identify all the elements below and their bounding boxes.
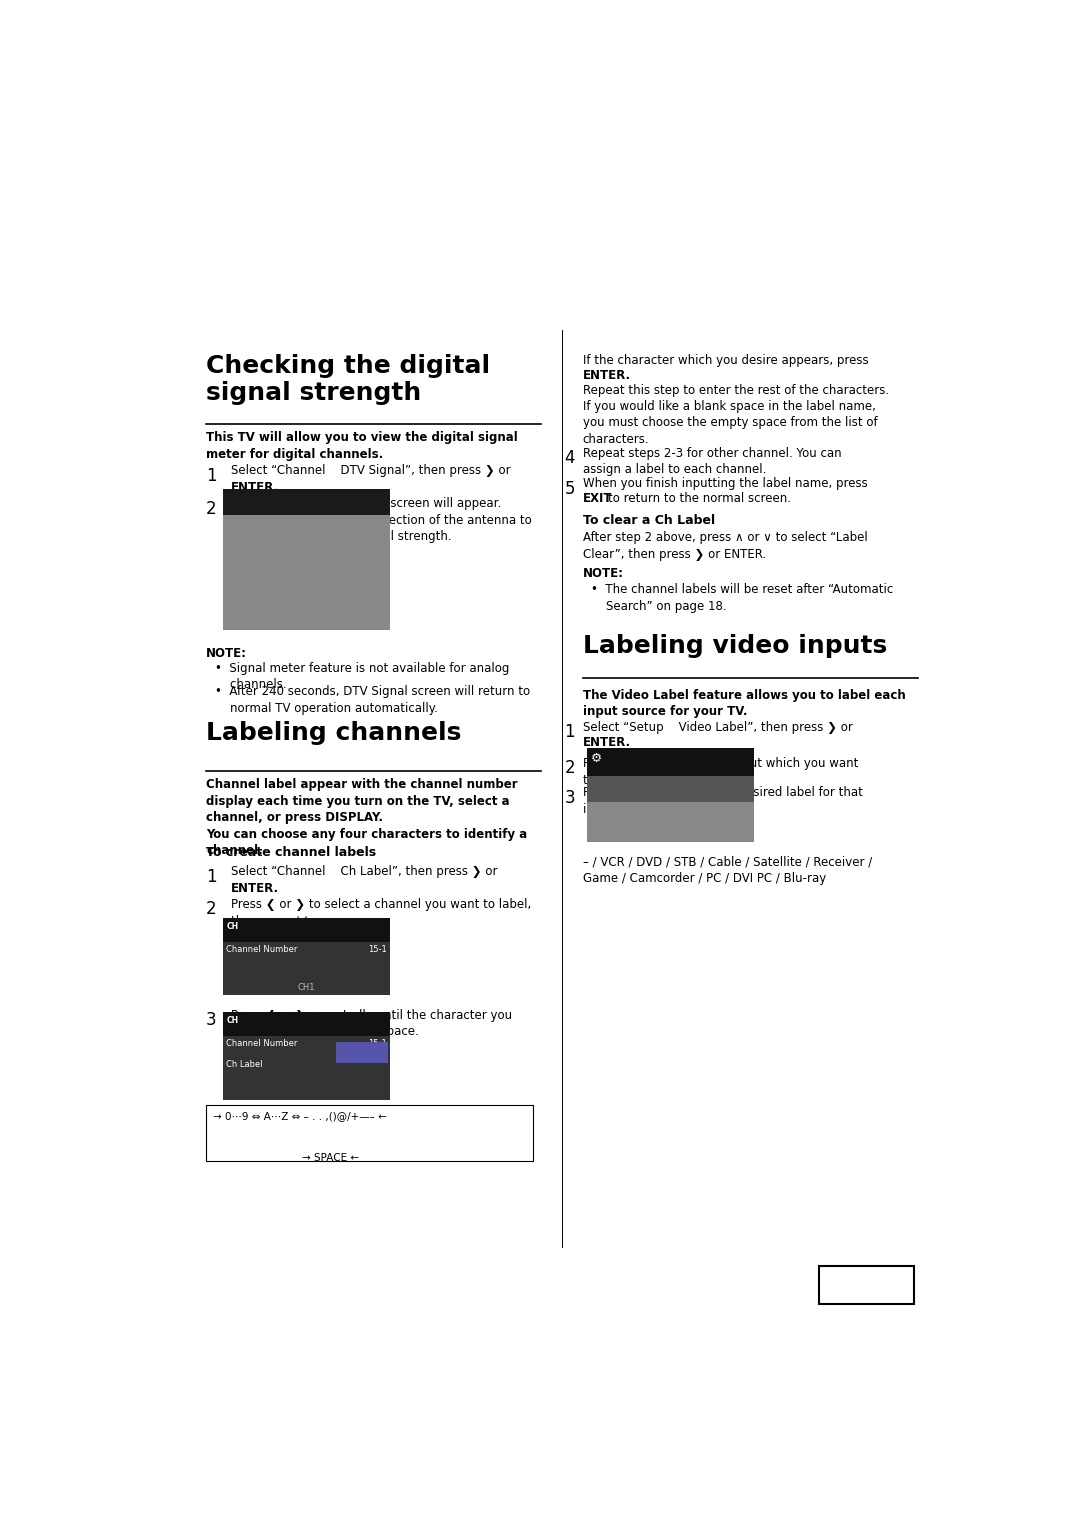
Text: ENTER.: ENTER. [583, 370, 631, 382]
Bar [588, 748, 754, 776]
Text: •  Signal meter feature is not available for analog
    channels.: • Signal meter feature is not available … [215, 661, 509, 692]
Text: If you would like a blank space in the label name,
you must choose the empty spa: If you would like a blank space in the l… [583, 400, 877, 446]
Bar [222, 1012, 390, 1035]
Text: Press ❮ or ❯ to select the desired label for that
input source.: Press ❮ or ❯ to select the desired label… [583, 786, 863, 815]
Text: When you finish inputting the label name, press: When you finish inputting the label name… [583, 476, 867, 490]
Bar [222, 489, 390, 515]
Text: Checking the digital
signal strength: Checking the digital signal strength [206, 354, 490, 405]
Text: If the character which you desire appears, press: If the character which you desire appear… [583, 354, 868, 366]
Text: Press ❮ or ❯ repeatedly until the character you
want appears in the first space.: Press ❮ or ❯ repeatedly until the charac… [231, 1009, 512, 1038]
Text: NOTE:: NOTE: [206, 646, 247, 660]
Text: The Video Label feature allows you to label each
input source for your TV.: The Video Label feature allows you to la… [583, 689, 905, 718]
Text: Channel label appear with the channel number
display each time you turn on the T: Channel label appear with the channel nu… [206, 779, 527, 857]
Text: ENTER.: ENTER. [231, 881, 280, 895]
Text: 3: 3 [206, 1011, 217, 1029]
Text: 1: 1 [565, 722, 575, 741]
Text: Labeling channels: Labeling channels [206, 721, 461, 745]
Text: CH: CH [226, 1015, 239, 1025]
Text: –: – [746, 779, 751, 788]
Text: After step 2 above, press ∧ or ∨ to select “Label
Clear”, then press ❯ or ENTER.: After step 2 above, press ∧ or ∨ to sele… [583, 531, 867, 560]
Text: Select “Channel    Ch Label”, then press ❯ or: Select “Channel Ch Label”, then press ❯ … [231, 866, 498, 878]
Text: EXIT: EXIT [583, 493, 612, 505]
Text: Channel Number: Channel Number [226, 1040, 298, 1048]
Text: Press ❮ or ❯ to select a channel you want to label,
then press ⋁.: Press ❮ or ❯ to select a channel you wan… [231, 898, 531, 927]
Text: to return to the normal screen.: to return to the normal screen. [608, 493, 791, 505]
Text: – / VCR / DVD / STB / Cable / Satellite / Receiver /
Game / Camcorder / PC / DVI: – / VCR / DVD / STB / Cable / Satellite … [583, 855, 872, 886]
Text: The characters rotation as follows:: The characters rotation as follows: [206, 1115, 410, 1127]
Text: CH 1: CH 1 [352, 1055, 373, 1064]
Text: 5: 5 [565, 479, 575, 498]
Text: ⚙: ⚙ [591, 753, 603, 765]
Text: Select “Setup    Video Label”, then press ❯ or: Select “Setup Video Label”, then press ❯… [583, 721, 853, 733]
Text: To create channel labels: To create channel labels [206, 846, 376, 860]
Text: → SPACE ←: → SPACE ← [302, 1153, 360, 1164]
Text: Repeat steps 2-3 for other channel. You can
assign a label to each channel.: Repeat steps 2-3 for other channel. You … [583, 446, 841, 476]
Text: To clear a Ch Label: To clear a Ch Label [583, 513, 715, 527]
FancyBboxPatch shape [819, 1266, 915, 1304]
Bar [222, 942, 390, 994]
Bar [588, 776, 754, 802]
Bar [588, 776, 754, 841]
Text: 2: 2 [206, 901, 217, 918]
Text: This TV will allow you to view the digital signal
meter for digital channels.: This TV will allow you to view the digit… [206, 431, 518, 461]
Text: 2: 2 [565, 759, 575, 777]
Text: Ch Label: Ch Label [226, 1060, 262, 1069]
Text: •  After 240 seconds, DTV Signal screen will return to
    normal TV operation a: • After 240 seconds, DTV Signal screen w… [215, 686, 529, 715]
Text: Repeat this step to enter the rest of the characters.: Repeat this step to enter the rest of th… [583, 385, 889, 397]
Text: ENTER.: ENTER. [583, 736, 631, 748]
Bar [222, 515, 390, 631]
Text: 19 EN: 19 EN [843, 1278, 889, 1292]
Text: 15-1: 15-1 [368, 945, 387, 954]
Text: Select “Channel    DTV Signal”, then press ❯ or: Select “Channel DTV Signal”, then press … [231, 464, 511, 478]
Text: •  The channel labels will be reset after “Automatic
    Search” on page 18.: • The channel labels will be reset after… [591, 583, 893, 612]
Text: CH: CH [226, 922, 239, 930]
Text: → 0⋯9 ⇔ A⋯Z ⇔ – . . ,()@/+—– ←: → 0⋯9 ⇔ A⋯Z ⇔ – . . ,()@/+—– ← [213, 1112, 387, 1121]
Text: Video: Video [591, 779, 615, 788]
Text: 4: 4 [565, 449, 575, 467]
Text: 1: 1 [206, 467, 217, 484]
Bar [222, 918, 390, 942]
Text: 1: 1 [206, 867, 217, 886]
Bar [336, 1041, 388, 1063]
Text: Labeling video inputs: Labeling video inputs [583, 634, 887, 658]
Text: 3: 3 [565, 789, 575, 806]
Text: NOTE:: NOTE: [583, 567, 624, 580]
Bar [222, 1035, 390, 1101]
Text: The digital signal strength screen will appear.
If necessary, adjust the directi: The digital signal strength screen will … [231, 498, 532, 544]
Text: Channel Number: Channel Number [226, 945, 298, 954]
Text: Press ∧ or ∨ to select an input which you want
to label.: Press ∧ or ∨ to select an input which yo… [583, 757, 859, 786]
Text: ENTER.: ENTER. [231, 481, 280, 493]
Bar [206, 1106, 532, 1162]
Text: 2: 2 [206, 499, 217, 518]
Text: CH1: CH1 [298, 983, 315, 991]
Text: 15-1: 15-1 [368, 1040, 387, 1048]
